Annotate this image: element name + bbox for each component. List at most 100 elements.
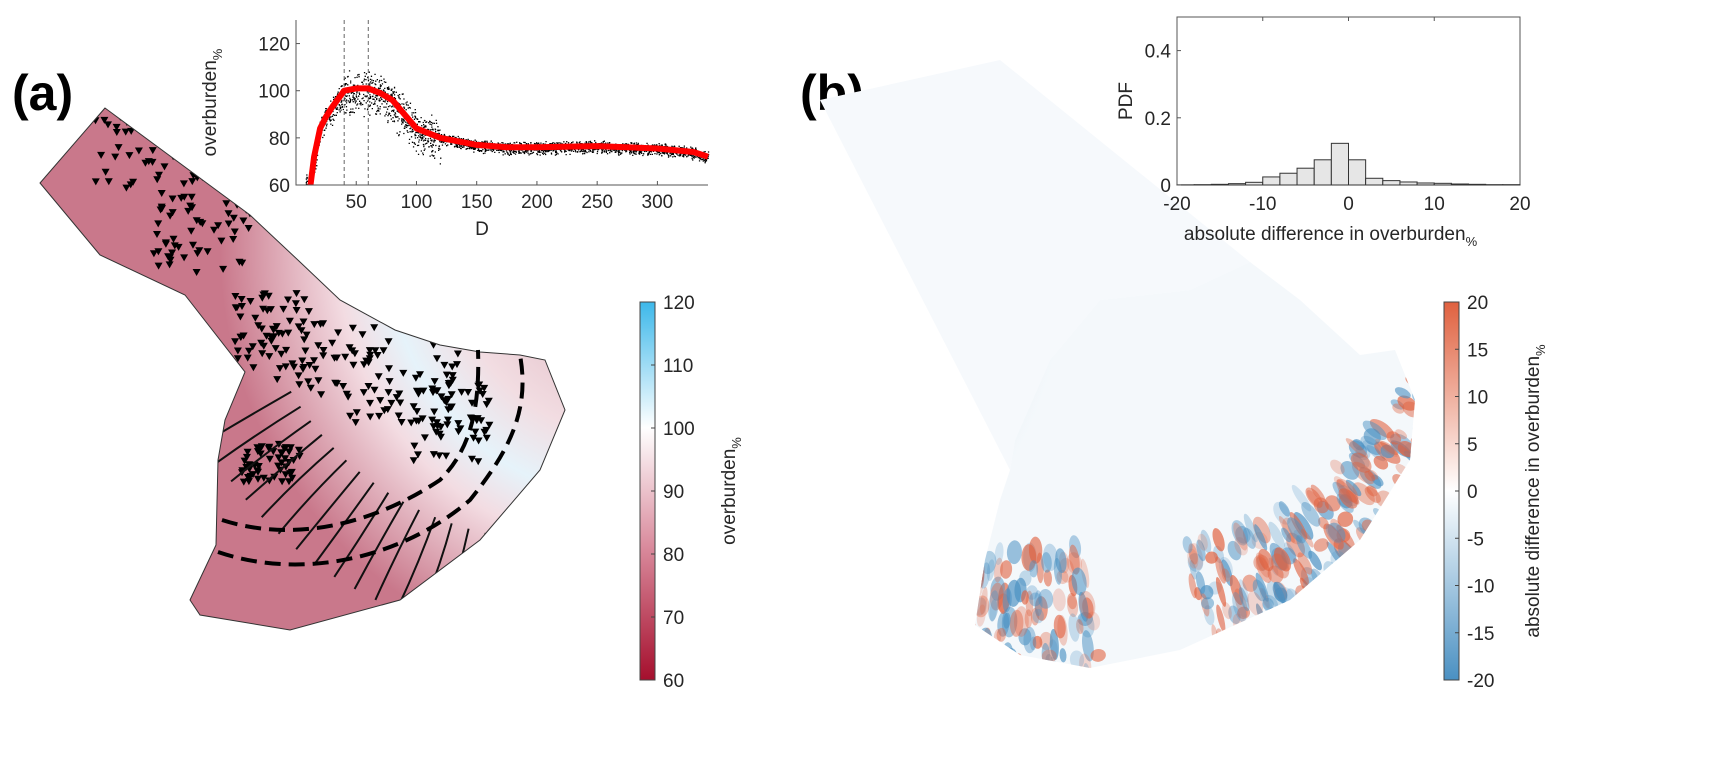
difference-anomaly bbox=[1385, 502, 1405, 522]
difference-anomaly bbox=[1206, 651, 1226, 682]
difference-anomaly bbox=[822, 515, 842, 538]
colorbar-tick-label: 70 bbox=[663, 608, 684, 629]
difference-anomaly bbox=[797, 544, 820, 569]
difference-anomaly bbox=[919, 563, 932, 584]
difference-anomaly bbox=[922, 527, 941, 547]
difference-anomaly bbox=[956, 590, 976, 617]
difference-anomaly bbox=[1365, 567, 1379, 583]
colorbar-tick-label: 20 bbox=[1467, 293, 1488, 314]
difference-anomaly bbox=[833, 537, 857, 562]
difference-anomaly bbox=[1296, 618, 1308, 635]
difference-anomaly bbox=[831, 618, 849, 637]
y-axis-label: overburden% bbox=[200, 48, 225, 156]
difference-anomaly bbox=[894, 599, 916, 627]
difference-anomaly bbox=[917, 539, 934, 567]
histogram-bar bbox=[1366, 178, 1383, 185]
difference-anomaly bbox=[954, 577, 967, 598]
difference-anomaly bbox=[788, 589, 814, 617]
colorbar-tick-label: -5 bbox=[1467, 529, 1484, 550]
difference-anomaly bbox=[1304, 632, 1320, 655]
difference-anomaly bbox=[965, 620, 977, 640]
difference-anomaly bbox=[1378, 574, 1396, 593]
difference-anomaly bbox=[1479, 461, 1506, 482]
difference-anomaly bbox=[908, 601, 924, 631]
difference-anomaly bbox=[1342, 619, 1362, 638]
difference-anomaly bbox=[1308, 601, 1333, 630]
difference-anomaly bbox=[876, 617, 888, 634]
difference-anomaly bbox=[804, 544, 825, 571]
difference-anomaly bbox=[1399, 470, 1427, 497]
difference-anomaly bbox=[784, 591, 807, 617]
difference-anomaly bbox=[801, 560, 826, 591]
y-tick-label: 0 bbox=[1160, 176, 1171, 197]
difference-anomaly bbox=[914, 590, 936, 624]
difference-anomaly bbox=[1495, 324, 1520, 343]
difference-anomaly bbox=[829, 533, 845, 553]
difference-anomaly bbox=[883, 623, 896, 642]
y-tick-label: 0.4 bbox=[1145, 42, 1172, 63]
difference-anomaly bbox=[1426, 479, 1445, 498]
histogram-bar bbox=[1211, 184, 1228, 185]
difference-anomaly bbox=[802, 604, 821, 624]
difference-anomaly bbox=[1365, 589, 1386, 616]
difference-anomaly bbox=[874, 575, 890, 600]
difference-anomaly bbox=[818, 543, 836, 563]
difference-anomaly bbox=[814, 603, 836, 632]
difference-anomaly bbox=[835, 535, 854, 553]
difference-anomaly bbox=[1405, 549, 1434, 579]
difference-anomaly bbox=[1412, 557, 1439, 585]
difference-anomaly bbox=[1235, 662, 1248, 676]
difference-anomaly bbox=[1421, 547, 1441, 567]
difference-anomaly bbox=[1359, 594, 1379, 619]
colorbar-tick-label: 100 bbox=[663, 419, 695, 440]
difference-anomaly bbox=[1524, 335, 1544, 345]
difference-anomaly bbox=[866, 498, 886, 520]
difference-anomaly bbox=[892, 568, 908, 585]
difference-anomaly bbox=[963, 599, 976, 626]
y-axis-label-subscript: % bbox=[210, 48, 225, 60]
difference-anomaly bbox=[1367, 564, 1386, 585]
colorbar-tick-label: -15 bbox=[1467, 624, 1494, 645]
difference-anomaly bbox=[886, 565, 906, 592]
difference-anomaly bbox=[1410, 422, 1435, 444]
difference-anomaly bbox=[901, 550, 918, 567]
difference-anomaly bbox=[1244, 647, 1257, 662]
difference-anomaly bbox=[965, 669, 980, 693]
difference-anomaly bbox=[1419, 425, 1444, 448]
difference-anomaly bbox=[1233, 638, 1247, 665]
difference-anomaly bbox=[1218, 665, 1227, 682]
difference-anomaly bbox=[839, 610, 860, 642]
colorbar-label: absolute difference in overburden% bbox=[1523, 344, 1548, 638]
difference-anomaly bbox=[1418, 386, 1445, 409]
difference-anomaly bbox=[1383, 519, 1415, 552]
difference-anomaly bbox=[839, 628, 856, 653]
difference-anomaly bbox=[966, 532, 978, 561]
difference-anomaly bbox=[896, 620, 919, 651]
difference-anomaly bbox=[954, 572, 971, 591]
x-tick-label: 50 bbox=[346, 192, 367, 213]
difference-anomaly bbox=[922, 640, 935, 656]
difference-anomaly bbox=[793, 589, 815, 612]
difference-anomaly bbox=[1410, 436, 1437, 457]
difference-anomaly bbox=[1387, 574, 1404, 591]
difference-anomaly bbox=[950, 552, 966, 571]
difference-anomaly bbox=[907, 623, 924, 639]
difference-anomaly bbox=[1402, 489, 1421, 507]
difference-anomaly bbox=[963, 641, 975, 655]
difference-anomaly bbox=[1510, 325, 1528, 339]
difference-anomaly bbox=[950, 623, 966, 652]
difference-anomaly bbox=[1198, 664, 1219, 697]
difference-anomaly bbox=[846, 558, 862, 574]
difference-anomaly bbox=[1460, 505, 1487, 529]
difference-anomaly bbox=[1550, 322, 1565, 337]
difference-anomaly bbox=[1486, 440, 1518, 465]
y-tick-label: 100 bbox=[258, 82, 290, 103]
difference-anomaly bbox=[910, 629, 928, 656]
x-tick-label: 0 bbox=[1343, 194, 1354, 215]
difference-anomaly bbox=[913, 569, 926, 587]
difference-anomaly bbox=[1358, 581, 1383, 608]
difference-anomaly bbox=[863, 521, 887, 554]
difference-anomaly bbox=[877, 597, 898, 629]
y-axis-label-text: overburden bbox=[200, 60, 221, 156]
difference-anomaly bbox=[1316, 576, 1339, 605]
